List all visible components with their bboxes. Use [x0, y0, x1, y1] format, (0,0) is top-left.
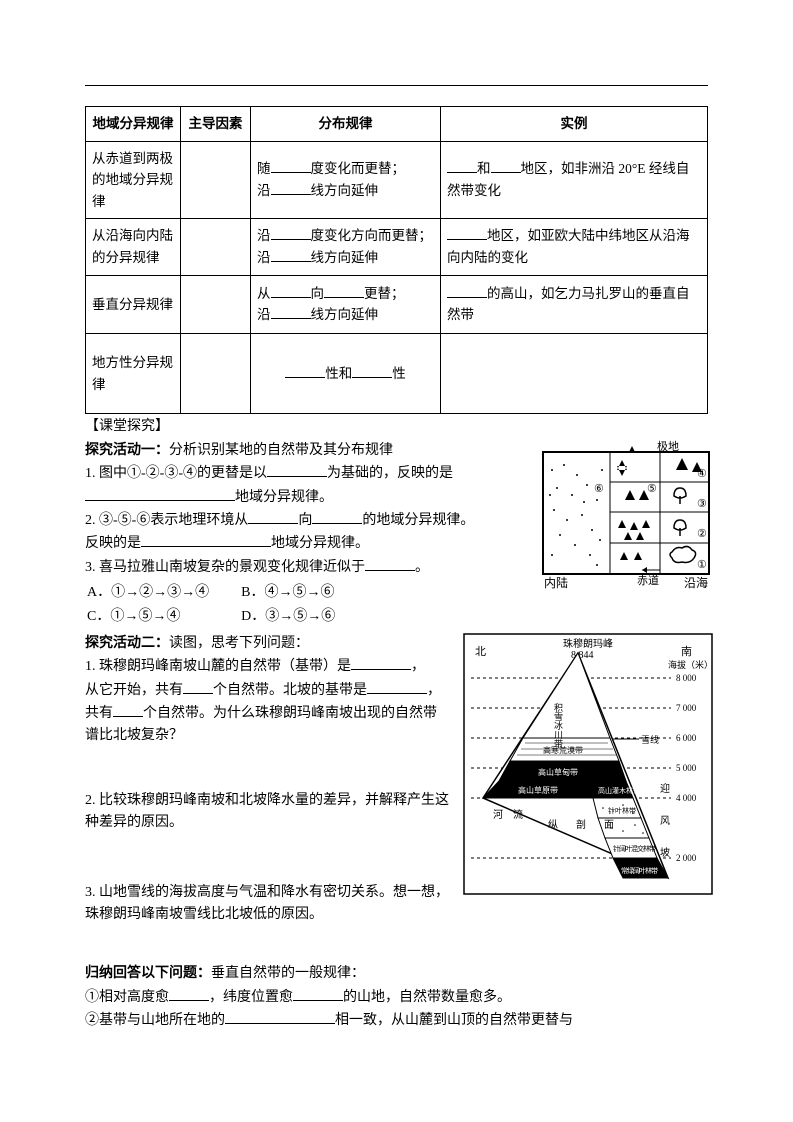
- th-example: 实例: [441, 107, 708, 142]
- cell: 性和性: [251, 334, 441, 414]
- activity-1-title: 探究活动一：分析识别某地的自然带及其分布规律: [85, 440, 525, 462]
- svg-text:高山灌木林带: 高山灌木林带: [598, 786, 640, 795]
- activity-1-block: 探究活动一：分析识别某地的自然带及其分布规律 1. 图中①-②-③-④的更替是以…: [85, 440, 708, 631]
- table-row: 垂直分异规律 从向更替； 沿线方向延伸 的高山，如乞力马扎罗山的垂直自然带: [86, 275, 708, 334]
- opt-a: A．①→②→③→④: [87, 582, 239, 604]
- summary-title: 归纳回答以下问题：垂直自然带的一般规律：: [85, 963, 708, 985]
- cell: 从向更替； 沿线方向延伸: [251, 275, 441, 334]
- svg-text:珠穆朗玛峰: 珠穆朗玛峰: [563, 637, 613, 650]
- a2q1c: 共有个自然带。为什么珠穆朗玛峰南坡出现的自然带谱比北坡复杂？: [85, 703, 450, 748]
- svg-text:8 000: 8 000: [676, 673, 697, 683]
- activity-2-title: 探究活动二：读图，思考下列问题：: [85, 633, 450, 655]
- top-rule: [85, 85, 708, 86]
- cell: [181, 275, 251, 334]
- cell: [181, 141, 251, 219]
- fig1-polar-label: 极地: [657, 440, 679, 453]
- q1c: 地域分异规律。: [85, 487, 525, 509]
- svg-text:4 000: 4 000: [676, 793, 697, 803]
- svg-text:高山草原带: 高山草原带: [518, 785, 558, 795]
- svg-text:6 000: 6 000: [676, 733, 697, 743]
- svg-text:针阔叶混交林带: 针阔叶混交林带: [613, 844, 656, 853]
- opt-b: B．④→⑤→⑥: [241, 582, 365, 604]
- svg-text:纵 剖 面: 纵 剖 面: [548, 818, 618, 831]
- a2q3: 3. 山地雪线的海拔高度与气温和降水有密切关系。想一想，珠穆朗玛峰南坡雪线比北坡…: [85, 882, 450, 927]
- svg-text:迎 风 坡: 迎 风 坡: [658, 783, 670, 863]
- options: A．①→②→③→④B．④→⑤→⑥ C．①→⑤→④D．③→⑤→⑥: [85, 580, 367, 631]
- svg-text:北: 北: [475, 645, 486, 658]
- svg-text:高山草甸带: 高山草甸带: [538, 767, 578, 777]
- th-dist: 分布规律: [251, 107, 441, 142]
- activity-2-block: 探究活动二：读图，思考下列问题： 1. 珠穆朗玛峰南坡山麓的自然带（基带）是， …: [85, 633, 708, 927]
- th-rule: 地域分异规律: [86, 107, 181, 142]
- svg-text:南: 南: [681, 645, 692, 658]
- svg-text:赤道: 赤道: [637, 573, 659, 587]
- cell: [441, 334, 708, 414]
- q2: 2. ③-⑤-⑥表示地理环境从向的地域分异规律。: [85, 510, 525, 532]
- svg-text:⑤: ⑤: [647, 483, 657, 495]
- svg-text:积雪冰川带: 积雪冰川带: [553, 702, 563, 749]
- cell: 的高山，如乞力马扎罗山的垂直自然带: [441, 275, 708, 334]
- svg-text:7 000: 7 000: [676, 703, 697, 713]
- table-row: 从赤道到两极的地域分异规律 随度变化而更替； 沿线方向延伸 和地区，如非洲沿 2…: [86, 141, 708, 219]
- table-row: 从沿海向内陆的分异规律 沿度变化方向而更替； 沿线方向延伸 地区，如亚欧大陆中纬…: [86, 219, 708, 275]
- svg-text:内陆: 内陆: [544, 575, 568, 590]
- svg-text:②: ②: [697, 528, 707, 540]
- cell: [181, 334, 251, 414]
- opt-d: D．③→⑤→⑥: [241, 606, 365, 628]
- differentiation-table: 地域分异规律 主导因素 分布规律 实例 从赤道到两极的地域分异规律 随度变化而更…: [85, 106, 708, 414]
- a2q1: 1. 珠穆朗玛峰南坡山麓的自然带（基带）是，: [85, 656, 450, 678]
- cell: 地区，如亚欧大陆中纬地区从沿海向内陆的变化: [441, 219, 708, 275]
- svg-text:针叶林带: 针叶林带: [608, 806, 636, 815]
- svg-text:海拔（米）: 海拔（米）: [668, 659, 713, 670]
- figure-2-everest: 珠穆朗玛峰 8 844 北 南 海拔（米） 8 000 7 000 6 000 …: [463, 633, 713, 898]
- th-factor: 主导因素: [181, 107, 251, 142]
- cell: 从赤道到两极的地域分异规律: [86, 141, 181, 219]
- svg-text:高寒荒漠带: 高寒荒漠带: [543, 745, 583, 755]
- q1: 1. 图中①-②-③-④的更替是以为基础的，反映的是: [85, 463, 525, 485]
- cell: 和地区，如非洲沿 20°E 经线自然带变化: [441, 141, 708, 219]
- summary-2: ②基带与山地所在地的相一致，从山麓到山顶的自然带更替与: [85, 1010, 708, 1032]
- q2b: 反映的是地域分异规律。: [85, 533, 525, 555]
- cell: 从沿海向内陆的分异规律: [86, 219, 181, 275]
- cell: 地方性分异规律: [86, 334, 181, 414]
- svg-text:雪线: 雪线: [641, 734, 659, 745]
- svg-text:河 流: 河 流: [493, 808, 523, 821]
- section-heading: 【课堂探究】: [85, 416, 708, 438]
- svg-text:2 000: 2 000: [676, 853, 697, 863]
- a2q1b: 从它开始，共有个自然带。北坡的基带是，: [85, 680, 450, 702]
- cell: 垂直分异规律: [86, 275, 181, 334]
- table-row: 地方性分异规律 性和性: [86, 334, 708, 414]
- cell: 沿度变化方向而更替； 沿线方向延伸: [251, 219, 441, 275]
- opt-c: C．①→⑤→④: [87, 606, 239, 628]
- svg-text:沿海: 沿海: [684, 575, 708, 590]
- svg-text:①: ①: [697, 559, 707, 571]
- summary-1: ①相对高度愈，纬度位置愈的山地，自然带数量愈多。: [85, 987, 708, 1009]
- svg-text:5 000: 5 000: [676, 763, 697, 773]
- q3: 3. 喜马拉雅山南坡复杂的景观变化规律近似于。: [85, 557, 525, 579]
- a2q2: 2. 比较珠穆朗玛峰南坡和北坡降水量的差异，并解释产生这种差异的原因。: [85, 790, 450, 835]
- svg-text:③: ③: [697, 498, 707, 510]
- svg-text:④: ④: [697, 468, 707, 480]
- svg-text:常绿阔叶林带: 常绿阔叶林带: [621, 866, 658, 875]
- cell: 随度变化而更替； 沿线方向延伸: [251, 141, 441, 219]
- figure-1-zones: 极地 ① ② ③: [542, 440, 710, 590]
- svg-text:⑥: ⑥: [594, 483, 604, 495]
- cell: [181, 219, 251, 275]
